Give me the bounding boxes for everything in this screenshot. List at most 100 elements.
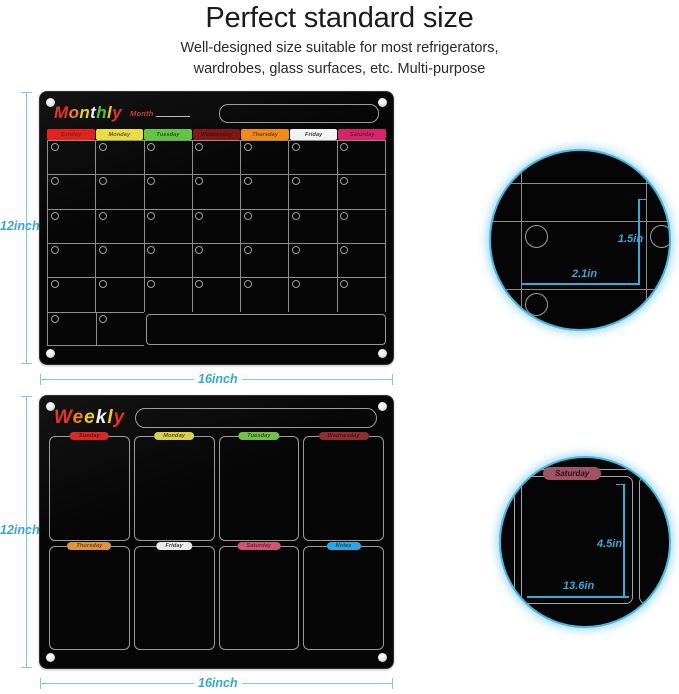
monthly-wordmark: Monthly <box>54 103 122 123</box>
monthly-date-cell[interactable] <box>95 174 144 209</box>
weekly-height-dimension-line <box>26 396 27 668</box>
corner-screw-bottom-right <box>378 653 387 662</box>
monthly-date-cell[interactable] <box>336 242 386 278</box>
date-number-circle <box>340 177 349 186</box>
weekly-grid-row: Sunday Monday Tuesday Wednesday <box>49 432 384 541</box>
weekly-cell-notes[interactable]: Notes <box>303 541 384 650</box>
corner-screw-top-left <box>46 98 55 107</box>
detail-height-measure-tick-top <box>638 199 647 200</box>
monthly-date-cell[interactable] <box>143 208 192 243</box>
monthly-date-cell[interactable] <box>47 311 96 346</box>
monthly-date-cell[interactable] <box>47 174 96 209</box>
monthly-date-cell[interactable] <box>288 242 337 278</box>
weekly-cell-saturday[interactable]: Saturday <box>218 541 300 650</box>
monthly-date-cell[interactable] <box>143 242 192 278</box>
monthly-date-cell[interactable] <box>240 242 289 278</box>
detail-width-measure-line <box>527 596 629 598</box>
monthly-date-cell[interactable] <box>240 140 289 175</box>
monthly-grid-row <box>47 277 386 312</box>
weekly-cell-label-friday: Friday <box>156 541 192 550</box>
monthly-date-cell[interactable] <box>95 277 144 312</box>
monthly-date-cell[interactable] <box>143 277 192 312</box>
monthly-date-cell[interactable] <box>47 140 96 175</box>
detail-date-circle-lower-left <box>525 293 548 316</box>
date-number-circle <box>50 245 59 254</box>
date-number-circle <box>340 143 349 151</box>
monthly-day-header-bar: Sunday Monday Tuesday Wednesday Thursday Frid… <box>47 129 387 140</box>
monthly-date-cell[interactable] <box>288 277 337 312</box>
weekly-cell-monday[interactable]: Monday <box>133 432 215 541</box>
monthly-height-tick-top <box>21 92 32 93</box>
wordmark-letter-0: M <box>54 103 69 122</box>
monthly-notes-area[interactable] <box>146 313 387 345</box>
date-number-circle <box>195 143 204 151</box>
monthly-day-header-thursday: Thursday <box>241 129 289 140</box>
monthly-grid-row <box>47 174 386 209</box>
monthly-date-cell[interactable] <box>191 277 241 312</box>
monthly-date-cell[interactable] <box>240 174 289 209</box>
month-field-rule <box>155 115 190 117</box>
corner-screw-bottom-right <box>378 349 387 358</box>
monthly-cell-detail-magnifier: 1.5in 2.1in <box>489 149 671 331</box>
monthly-date-cell[interactable] <box>336 174 386 209</box>
monthly-date-cell[interactable] <box>47 277 96 312</box>
monthly-height-label: 12inch <box>0 219 40 233</box>
monthly-date-cell[interactable] <box>47 208 96 243</box>
monthly-date-cell[interactable] <box>95 140 144 175</box>
weekly-cell-label-tuesday: Tuesday <box>238 432 280 440</box>
monthly-date-cell[interactable] <box>143 140 192 175</box>
weekly-cell-tuesday[interactable]: Tuesday <box>218 432 300 541</box>
monthly-date-cell[interactable] <box>336 277 386 312</box>
monthly-date-cell[interactable] <box>95 311 145 346</box>
detail-left-cell-outline <box>501 476 515 604</box>
monthly-date-grid[interactable] <box>47 140 387 346</box>
monthly-grid-row <box>47 140 386 175</box>
monthly-height-dimension-line <box>26 92 27 364</box>
subtitle-line-1: Well-designed size suitable for most ref… <box>180 40 499 56</box>
date-number-circle <box>50 211 59 220</box>
date-number-circle <box>147 245 156 254</box>
monthly-date-cell[interactable] <box>191 208 241 243</box>
wordmark-letter-6: y <box>112 103 122 122</box>
monthly-date-cell[interactable] <box>288 208 337 243</box>
weekly-cell-wednesday[interactable]: Wednesday <box>303 432 384 541</box>
weekly-height-tick-bottom <box>21 667 32 668</box>
weekly-day-grid[interactable]: Sunday Monday Tuesday Wednesday Thursday Frid… <box>49 432 384 650</box>
wordmark-letter-5: y <box>113 407 126 428</box>
date-number-circle <box>98 177 107 186</box>
date-number-circle <box>291 211 300 220</box>
monthly-date-cell[interactable] <box>191 242 241 278</box>
monthly-date-cell[interactable] <box>95 208 144 243</box>
detail-monthly-cell-width-label: 2.1in <box>572 268 598 280</box>
monthly-date-cell[interactable] <box>288 174 337 209</box>
weekly-cell-friday[interactable]: Friday <box>133 541 215 650</box>
monthly-day-header-sunday: Sunday <box>47 129 95 140</box>
monthly-calendar-board[interactable]: Monthly Month Sunday Monday Tuesday Wednesd… <box>40 92 393 364</box>
monthly-date-cell[interactable] <box>240 208 289 243</box>
date-number-circle <box>147 177 156 186</box>
weekly-grid-row: Thursday Friday Saturday Notes <box>49 541 384 650</box>
weekly-calendar-board[interactable]: Weekly Sunday Monday Tuesday Wednesday Thurs… <box>40 396 393 668</box>
monthly-date-cell[interactable] <box>191 174 241 209</box>
date-number-circle <box>98 245 107 254</box>
subtitle-line-2: wardrobes, glass surfaces, etc. Multi-pu… <box>193 61 486 77</box>
weekly-width-tick-left <box>40 678 41 689</box>
monthly-date-cell[interactable] <box>143 174 192 209</box>
weekly-header-input[interactable] <box>135 408 377 428</box>
weekly-cell-thursday[interactable]: Thursday <box>49 541 130 650</box>
monthly-date-cell[interactable] <box>191 140 241 175</box>
monthly-date-cell[interactable] <box>240 277 289 312</box>
monthly-header-input[interactable] <box>219 103 379 123</box>
weekly-cell-label-monday: Monday <box>154 432 194 440</box>
detail-gridline-horizontal-lower <box>491 289 669 290</box>
weekly-cell-sunday[interactable]: Sunday <box>49 432 130 541</box>
monthly-date-cell[interactable] <box>47 242 96 278</box>
monthly-date-cell[interactable] <box>336 208 386 243</box>
wordmark-letter-3: t <box>90 103 97 122</box>
monthly-date-cell[interactable] <box>288 140 337 175</box>
month-field[interactable]: Month <box>130 109 190 118</box>
monthly-day-header-wednesday: Wednesday <box>192 129 241 140</box>
monthly-date-cell[interactable] <box>336 140 386 175</box>
monthly-date-cell[interactable] <box>95 242 144 278</box>
corner-screw-top-left <box>46 402 55 411</box>
